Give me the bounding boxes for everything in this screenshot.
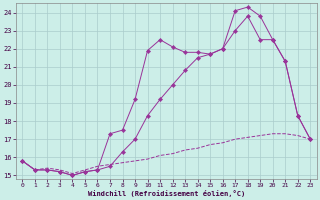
X-axis label: Windchill (Refroidissement éolien,°C): Windchill (Refroidissement éolien,°C)	[88, 190, 245, 197]
